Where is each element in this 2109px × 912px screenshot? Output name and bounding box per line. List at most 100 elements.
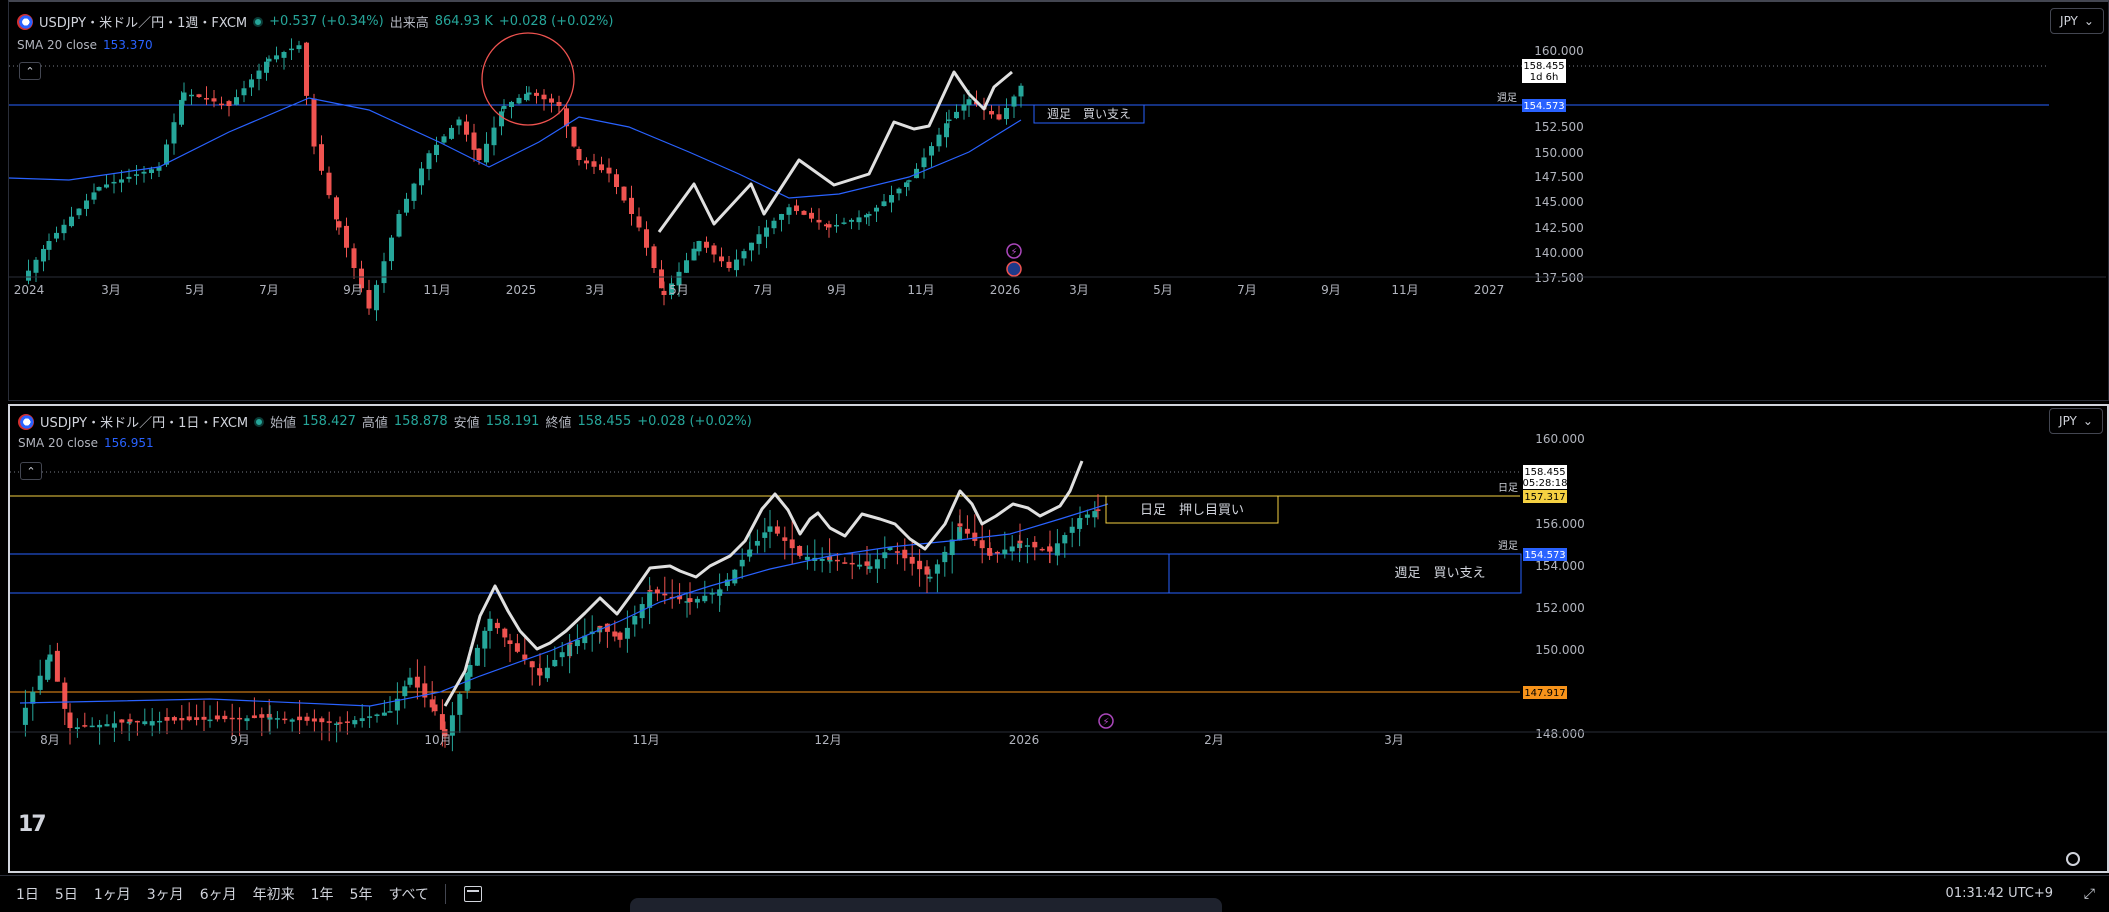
up-candle xyxy=(582,635,588,644)
gear-icon[interactable] xyxy=(2066,852,2080,866)
orange-price-value: 147.917 xyxy=(1524,688,1565,699)
collapse-legend-button[interactable]: ⌃ xyxy=(19,62,41,80)
range-1m-button[interactable]: 1ヶ月 xyxy=(93,887,131,903)
currency-button[interactable]: JPY ⌄ xyxy=(2050,8,2104,34)
currency-label: JPY xyxy=(2060,14,2078,28)
down-candle xyxy=(644,229,649,248)
collapse-legend-button[interactable]: ⌃ xyxy=(20,462,42,480)
bar-countdown: 1d 6h xyxy=(1530,72,1559,83)
up-candle xyxy=(499,111,504,127)
expand-icon[interactable]: ⤢ xyxy=(2083,886,2095,902)
down-candle xyxy=(797,545,803,556)
up-candle xyxy=(352,720,358,725)
range-all-button[interactable]: すべて xyxy=(388,887,429,903)
weekly-sma-legend[interactable]: SMA 20 close 153.370 xyxy=(17,38,153,52)
high-label: 高値 xyxy=(361,416,388,431)
support-price-tag xyxy=(1522,99,1566,112)
down-candle xyxy=(924,566,930,575)
daily-symbol-title[interactable]: USDJPY・米ドル／円・1日・FXCM xyxy=(40,416,249,431)
down-candle xyxy=(186,716,192,721)
range-ytd-button[interactable]: 年初来 xyxy=(252,887,295,903)
up-candle xyxy=(624,627,630,639)
up-candle xyxy=(111,723,117,728)
up-candle xyxy=(867,566,873,570)
down-candle xyxy=(464,121,469,135)
weekly-chart-canvas[interactable]: 週足 買い支え ⚡ 160.000 152.500 150.000 147.500 145.… xyxy=(9,2,2109,401)
down-candle xyxy=(164,717,170,721)
market-status-icon xyxy=(254,416,265,427)
up-candle xyxy=(241,88,247,96)
down-candle xyxy=(507,640,513,644)
price-axis-label: 160.000 xyxy=(1535,432,1585,446)
range-6m-button[interactable]: 6ヶ月 xyxy=(199,887,237,903)
lightning-icon: ⚡ xyxy=(1102,717,1109,728)
down-candle xyxy=(476,148,482,160)
up-candle xyxy=(76,208,82,216)
down-candle xyxy=(662,593,668,596)
weekly-symbol-title[interactable]: USDJPY・米ドル／円・1週・FXCM xyxy=(39,16,248,31)
weekly-chart-pane[interactable]: 週足 買い支え ⚡ 160.000 152.500 150.000 147.500 145.… xyxy=(8,0,2109,401)
volume-change: +0.028 (+0.02%) xyxy=(498,14,614,29)
up-candle xyxy=(434,144,439,155)
down-candle xyxy=(902,549,908,559)
drawing-toolbar[interactable] xyxy=(630,898,1222,912)
up-candle xyxy=(134,174,139,176)
time-axis-label: 3月 xyxy=(1069,283,1089,297)
up-candle xyxy=(33,259,39,273)
up-candle xyxy=(559,652,565,658)
up-candle xyxy=(1069,526,1075,533)
chevron-up-icon: ⌃ xyxy=(25,64,35,78)
up-candle xyxy=(404,198,409,213)
up-candle xyxy=(754,540,760,546)
weekly-legend: USDJPY・米ドル／円・1週・FXCM +0.537 (+0.34%) 出来高… xyxy=(17,12,613,31)
time-axis-label: 7月 xyxy=(753,283,773,297)
time-axis-label: 10月 xyxy=(424,733,451,747)
down-candle xyxy=(251,715,257,719)
up-candle xyxy=(449,127,454,139)
down-candle xyxy=(809,212,814,219)
up-candle xyxy=(691,248,697,261)
daily-chart-pane[interactable]: 日足 押し目買い 週足 買い支え ⚡ 160.000 156.000 154.000 152… xyxy=(8,404,2109,873)
up-candle xyxy=(244,718,250,722)
range-5d-button[interactable]: 5日 xyxy=(54,887,78,903)
time-axis-label: 7月 xyxy=(259,283,279,297)
up-candle xyxy=(142,721,148,725)
current-price-value: 158.455 xyxy=(1524,467,1565,478)
down-candle xyxy=(647,590,653,592)
up-candle xyxy=(37,675,43,690)
down-candle xyxy=(629,197,634,214)
down-candle xyxy=(359,268,364,289)
down-candle xyxy=(326,721,332,723)
up-candle xyxy=(334,723,340,725)
down-candle xyxy=(556,101,562,106)
up-candle xyxy=(387,711,393,713)
up-candle xyxy=(516,97,522,104)
range-5y-button[interactable]: 5年 xyxy=(349,887,373,903)
close-value: 158.455 xyxy=(577,414,632,429)
down-candle xyxy=(194,717,200,720)
time-axis-label: 2024 xyxy=(14,283,45,297)
range-1y-button[interactable]: 1年 xyxy=(310,887,334,903)
currency-button[interactable]: JPY ⌄ xyxy=(2049,408,2103,434)
down-candle xyxy=(344,225,349,248)
up-candle xyxy=(207,719,213,722)
up-candle xyxy=(524,93,529,101)
lightning-event-icon xyxy=(1006,243,1022,259)
down-candle xyxy=(957,523,963,527)
up-candle xyxy=(464,672,470,691)
calendar-icon[interactable] xyxy=(463,886,482,902)
up-candle xyxy=(179,99,184,125)
current-price-tag xyxy=(1522,59,1566,83)
daily-support-box xyxy=(1105,495,1279,524)
tradingview-logo[interactable]: 17 xyxy=(18,812,47,837)
range-1d-button[interactable]: 1日 xyxy=(16,887,39,903)
time-axis-label: 11月 xyxy=(632,733,659,747)
clock-timezone[interactable]: 01:31:42 UTC+9 xyxy=(1945,886,2053,901)
up-candle xyxy=(946,119,952,121)
down-candle xyxy=(522,654,528,660)
daily-sma-legend[interactable]: SMA 20 close 156.951 xyxy=(18,436,154,450)
time-axis-label: 5月 xyxy=(185,283,205,297)
range-3m-button[interactable]: 3ヶ月 xyxy=(146,887,184,903)
up-candle xyxy=(834,224,839,227)
